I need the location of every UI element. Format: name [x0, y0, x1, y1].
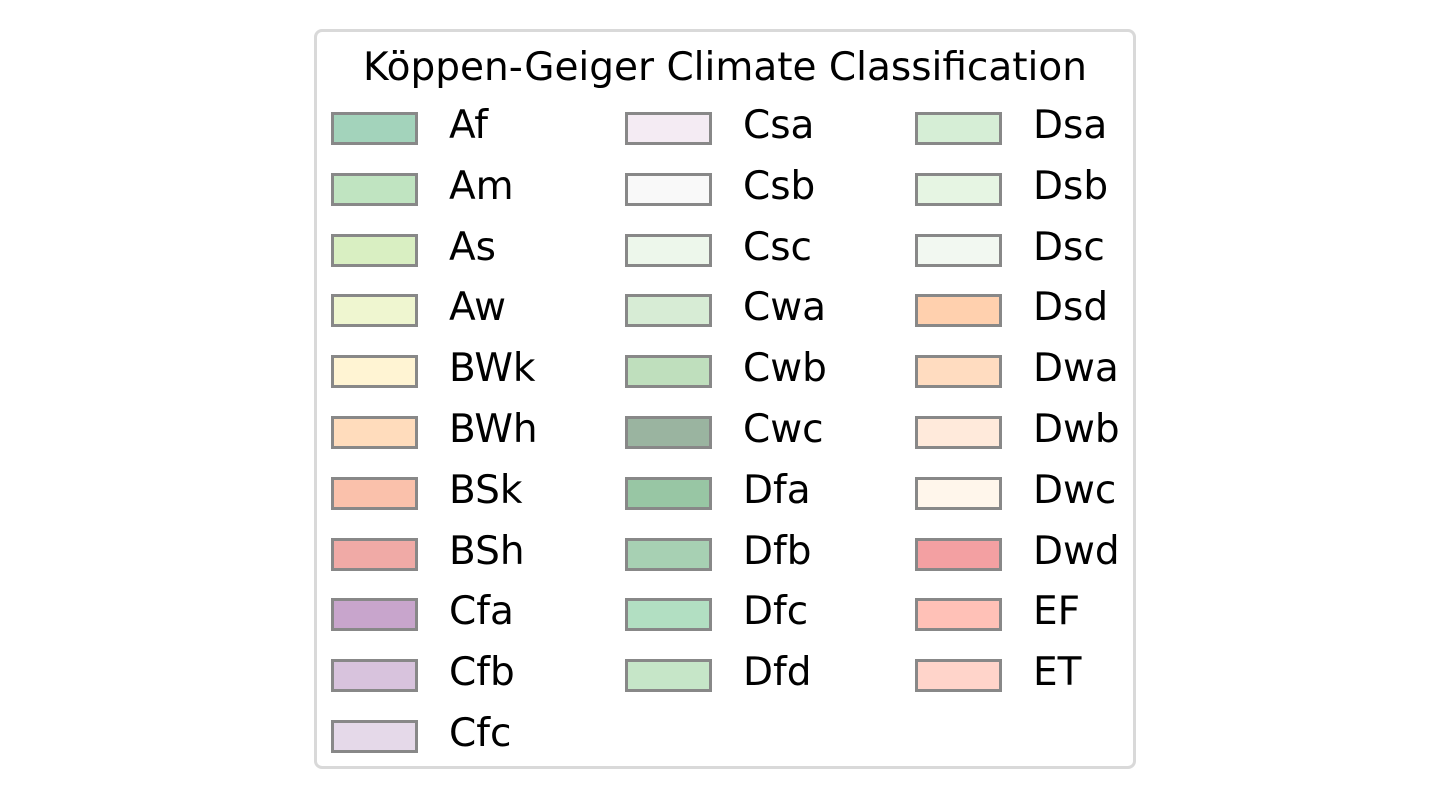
legend-swatch [331, 172, 418, 206]
legend-label: Dwd [1033, 528, 1120, 574]
legend-swatch [915, 659, 1002, 693]
legend-swatch [625, 598, 712, 632]
legend-label: Cwb [743, 346, 827, 392]
legend-entry: Cwa [625, 285, 845, 334]
legend-swatch [915, 598, 1002, 632]
legend-entry: Aw [331, 285, 551, 334]
legend-entry: Dwa [915, 346, 1135, 395]
legend-entry: Dsd [915, 285, 1135, 334]
legend-swatch [915, 476, 1002, 510]
legend-label: Dwa [1033, 346, 1119, 392]
legend-entry: BSk [331, 467, 551, 517]
legend-swatch [915, 112, 1002, 145]
legend-entry: Cwb [625, 346, 845, 395]
legend-entry: Af [331, 103, 551, 152]
legend-label: Dfd [743, 650, 812, 696]
legend-entry: Dsa [915, 103, 1135, 152]
legend-label: Dsb [1033, 163, 1109, 209]
legend-swatch [625, 233, 712, 267]
legend-label: Csa [743, 103, 815, 148]
legend-label: Cfc [449, 711, 512, 756]
legend-entry: Dfd [625, 650, 845, 699]
legend-label: Dsa [1033, 103, 1108, 148]
legend-entry: Dfb [625, 528, 845, 578]
legend-entry: BWk [331, 346, 551, 395]
legend-swatch [915, 416, 1002, 449]
legend-entry: BSh [331, 528, 551, 578]
legend-swatch [331, 598, 418, 632]
legend-label: BWh [449, 407, 538, 452]
legend-label: Csb [743, 163, 816, 209]
legend-swatch [331, 355, 418, 389]
legend-label: Dfc [743, 589, 809, 635]
legend-label: Af [449, 103, 489, 148]
legend-entry: Csc [625, 224, 845, 274]
legend-entry: Cfb [331, 650, 551, 699]
legend-swatch [915, 172, 1002, 206]
legend-swatch [625, 416, 712, 449]
legend-entry: EF [915, 589, 1135, 638]
legend-entry: Dsc [915, 224, 1135, 274]
legend-swatch [625, 537, 712, 571]
legend-entry: Csb [625, 163, 845, 213]
legend-label: Cwa [743, 285, 827, 331]
legend-swatch [331, 476, 418, 510]
legend-label: EF [1033, 589, 1081, 635]
legend-swatch [915, 294, 1002, 328]
legend-swatch [915, 233, 1002, 267]
legend-entry: Am [331, 163, 551, 213]
legend-swatch [625, 294, 712, 328]
legend-entry: Dwd [915, 528, 1135, 578]
legend-swatch [625, 355, 712, 389]
legend-label: Aw [449, 285, 506, 331]
legend-entry: As [331, 224, 551, 274]
legend-label: Cfb [449, 650, 515, 696]
legend-swatch [331, 416, 418, 449]
legend-swatch [915, 537, 1002, 571]
legend-entry: Dfc [625, 589, 845, 638]
legend-label: Dwc [1033, 467, 1117, 513]
legend-entry: ET [915, 650, 1135, 699]
legend-label: Cwc [743, 407, 824, 452]
legend-entry: Cwc [625, 407, 845, 456]
legend-swatch [915, 355, 1002, 389]
legend-swatch [625, 659, 712, 693]
legend-label: BSh [449, 528, 525, 574]
legend-swatch [331, 233, 418, 267]
legend-entry: Cfc [331, 711, 551, 760]
legend-box: Köppen-Geiger Climate Classification Af A… [314, 29, 1136, 769]
legend-entry: Cfa [331, 589, 551, 638]
legend-label: Am [449, 163, 514, 209]
legend-swatch [331, 720, 418, 753]
legend-label: Dsc [1033, 224, 1105, 270]
legend-entry: BWh [331, 407, 551, 456]
legend-swatch [331, 659, 418, 693]
legend-title: Köppen-Geiger Climate Classification [363, 45, 1087, 90]
legend-label: Dsd [1033, 285, 1109, 331]
legend-label: As [449, 224, 496, 270]
legend-swatch [625, 112, 712, 145]
legend-swatch [331, 537, 418, 571]
legend-label: Dwb [1033, 407, 1120, 452]
legend-swatch [625, 172, 712, 206]
legend-entry: Csa [625, 103, 845, 152]
legend-label: Dfb [743, 528, 812, 574]
legend-label: ET [1033, 650, 1082, 696]
legend-label: Dfa [743, 467, 811, 513]
legend-entry: Dwc [915, 467, 1135, 517]
legend-label: Csc [743, 224, 812, 270]
legend-entry: Dfa [625, 467, 845, 517]
legend-label: Cfa [449, 589, 514, 635]
legend-label: BSk [449, 467, 523, 513]
legend-swatch [331, 112, 418, 145]
legend-swatch [625, 476, 712, 510]
legend-entry: Dwb [915, 407, 1135, 456]
legend-entry: Dsb [915, 163, 1135, 213]
legend-label: BWk [449, 346, 536, 392]
legend-swatch [331, 294, 418, 328]
